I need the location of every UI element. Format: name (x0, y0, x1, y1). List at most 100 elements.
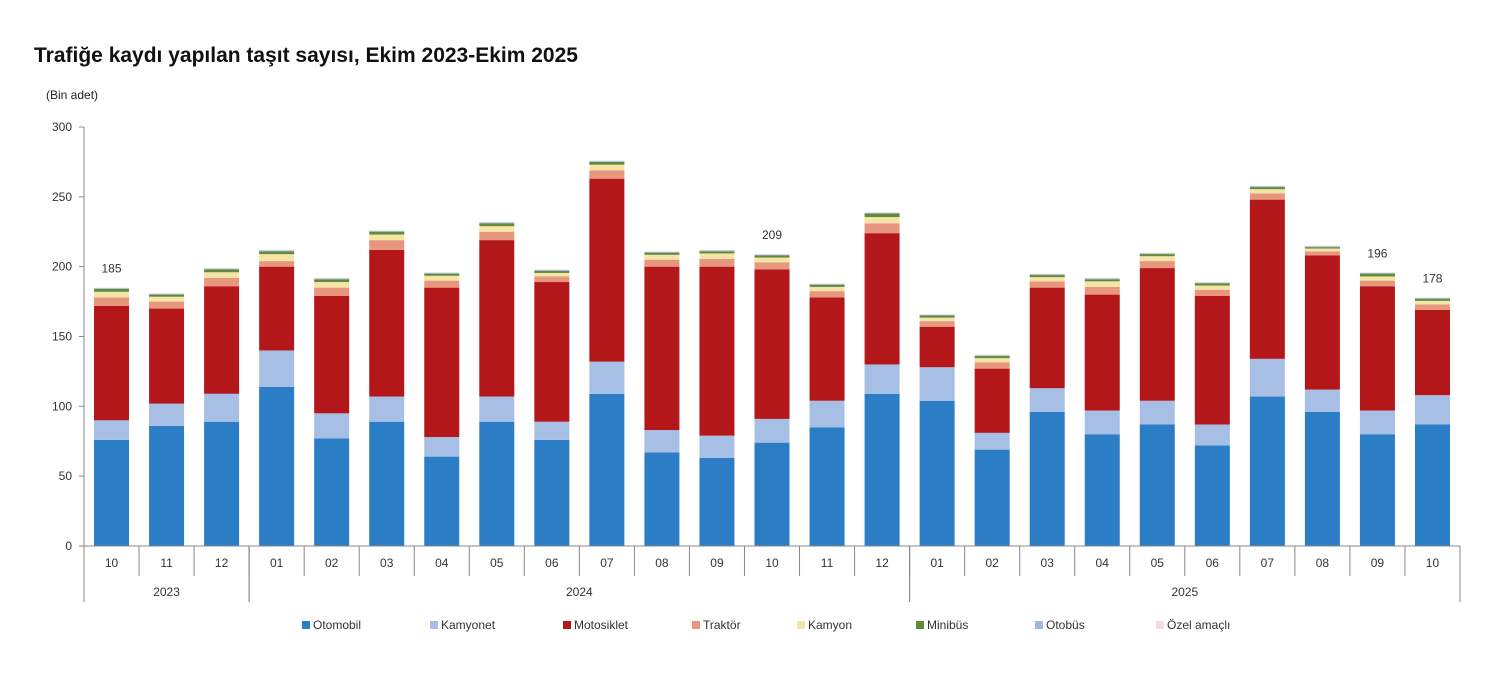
x-tick-label: 07 (1261, 556, 1275, 570)
bar-segment-trakt-r (644, 259, 680, 267)
bar-segment-trakt-r (259, 261, 295, 267)
bar-segment--zel-ama-l- (864, 212, 900, 213)
bar-segment-motosiklet (1029, 287, 1065, 389)
bar-segment-otomobil (1304, 411, 1340, 546)
bar-segment-trakt-r (94, 297, 130, 306)
bar-segment-otomobil (1249, 396, 1285, 546)
legend-swatch (1035, 621, 1043, 629)
bar-segment-kamyonet (644, 430, 680, 453)
bar-segment-minib-s (204, 269, 240, 273)
bar-segment-otomobil (1139, 424, 1175, 546)
bar-segment-trakt-r (369, 240, 405, 250)
bar-segment-minib-s (699, 251, 735, 254)
bar-segment-otob-s (1304, 246, 1340, 248)
bar-segment-minib-s (424, 273, 460, 276)
bar-segment--zel-ama-l- (1359, 272, 1395, 273)
bar-segment-kamyonet (94, 420, 130, 440)
bar-segment-otob-s (204, 268, 240, 270)
bar-segment-motosiklet (1194, 295, 1230, 425)
bar-segment-kamyon (919, 317, 955, 322)
bar-segment-motosiklet (864, 233, 900, 365)
bar-segment-otob-s (1194, 282, 1230, 284)
bar-segment-minib-s (314, 279, 350, 283)
data-labels: 185 209 196 178 (102, 228, 1443, 285)
bar-segment-otomobil (94, 439, 130, 546)
bar-segment-minib-s (1414, 298, 1450, 301)
bar-segment-motosiklet (479, 240, 515, 397)
bar-segment-motosiklet (1139, 268, 1175, 401)
bar-segment-otob-s (1029, 274, 1065, 276)
data-label: 178 (1422, 271, 1442, 285)
bar-segment-kamyonet (1139, 400, 1175, 425)
bar-segment--zel-ama-l- (589, 160, 625, 162)
x-tick-label: 09 (1371, 556, 1385, 570)
bar-segment-trakt-r (1084, 286, 1120, 295)
bar-segment-kamyon (94, 291, 130, 298)
bar-segment-kamyon (644, 254, 680, 260)
bar-segment--zel-ama-l- (919, 314, 955, 315)
bar-segment-minib-s (1139, 254, 1175, 257)
bar-segment-minib-s (974, 356, 1010, 359)
bar-segment--zel-ama-l- (1249, 185, 1285, 187)
bar-segment-kamyon (534, 272, 570, 277)
bar-segment--zel-ama-l- (974, 354, 1010, 356)
bar-segment-otomobil (369, 421, 405, 546)
bar-segment-trakt-r (754, 262, 790, 270)
bar-segment-trakt-r (1414, 304, 1450, 310)
bar-segment-motosiklet (699, 266, 735, 436)
legend-swatch (916, 621, 924, 629)
bar-segment-kamyonet (919, 367, 955, 401)
bar-segment-trakt-r (1249, 193, 1285, 200)
bar-segment-kamyonet (864, 364, 900, 394)
bar-segment-otob-s (149, 293, 185, 295)
bar-segment-kamyonet (1414, 395, 1450, 425)
bar-segment-otob-s (1084, 278, 1120, 280)
legend-label: Motosiklet (574, 618, 629, 632)
legend-swatch (1156, 621, 1164, 629)
x-axis: 10 11 12 01 02 03 04 05 06 07 08 09 10 11 12 01 02 03 04 05… (83, 545, 1461, 602)
bar-segment-motosiklet (754, 269, 790, 419)
bar-segment-kamyonet (259, 350, 295, 387)
bar-segment-minib-s (369, 231, 405, 235)
chart-title: Trafiğe kaydı yapılan taşıt sayısı, Ekim… (34, 44, 578, 67)
x-tick-label: 02 (985, 556, 999, 570)
bar-segment-trakt-r (149, 301, 185, 309)
bar-segment-minib-s (479, 223, 515, 227)
bar-segment-trakt-r (1304, 251, 1340, 256)
bar-segment-kamyonet (1359, 410, 1395, 435)
legend-swatch (692, 621, 700, 629)
x-tick-label: 06 (545, 556, 559, 570)
bar-segment-motosiklet (1304, 255, 1340, 390)
bar-segment-kamyon (1139, 256, 1175, 262)
x-tick-label: 05 (1151, 556, 1165, 570)
x-tick-label: 02 (325, 556, 339, 570)
legend-swatch (302, 621, 310, 629)
bar-segment-trakt-r (479, 231, 515, 241)
bar-segment-minib-s (1249, 187, 1285, 190)
bar-segment-minib-s (1194, 283, 1230, 286)
bar-segment-otomobil (809, 427, 845, 546)
bar-segment-minib-s (644, 252, 680, 255)
year-label: 2025 (1171, 585, 1198, 599)
bar-segment-motosiklet (809, 297, 845, 401)
bar-segment-kamyonet (1304, 389, 1340, 412)
bar-segment-otomobil (1029, 411, 1065, 546)
x-tick-label: 03 (380, 556, 394, 570)
legend-label: Kamyonet (441, 618, 496, 632)
bar-segment-kamyonet (424, 437, 460, 457)
y-tick-label: 150 (52, 330, 72, 344)
bar-segment-trakt-r (864, 223, 900, 234)
bar-segment-kamyon (424, 275, 460, 281)
bar-segment-otob-s (1139, 253, 1175, 255)
x-tick-label: 12 (215, 556, 229, 570)
bar-segment-otomobil (259, 386, 295, 546)
bar-segment-kamyonet (314, 413, 350, 439)
x-tick-label: 04 (1096, 556, 1110, 570)
bar-segment-trakt-r (204, 277, 240, 287)
bar-segment-minib-s (864, 213, 900, 218)
bar-segment-minib-s (1084, 279, 1120, 282)
bar-segment-otomobil (1359, 434, 1395, 546)
bar-segment-trakt-r (919, 321, 955, 327)
bar-segment--zel-ama-l- (479, 221, 515, 223)
